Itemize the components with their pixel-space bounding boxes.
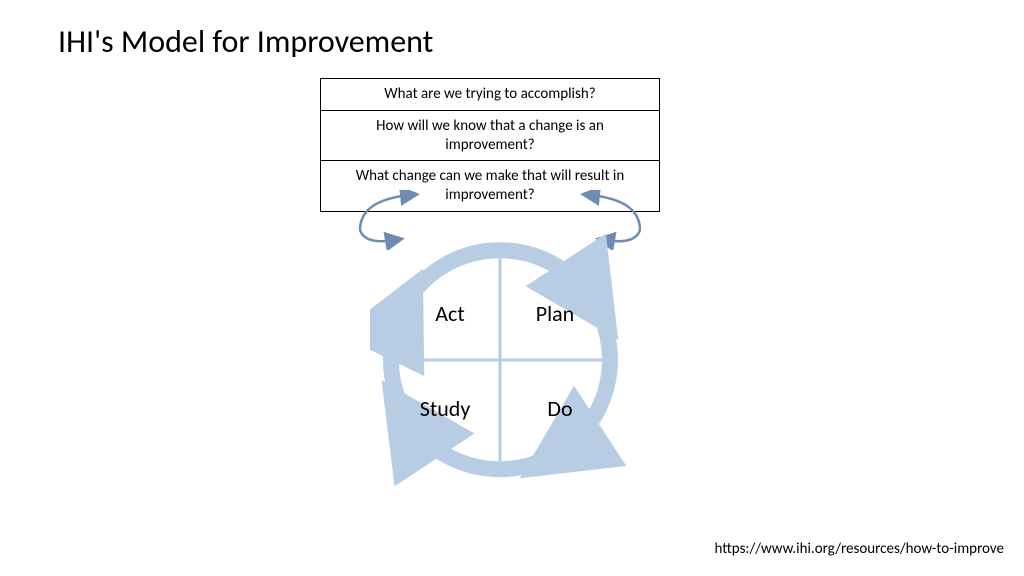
question-2: How will we know that a change is an imp…	[321, 111, 659, 162]
quadrant-plan-label: Plan	[515, 300, 595, 327]
source-url: https://www.ihi.org/resources/how-to-imp…	[715, 540, 1005, 558]
question-1: What are we trying to accomplish?	[321, 79, 659, 111]
quadrant-do-label: Do	[520, 395, 600, 422]
quadrant-study-label: Study	[405, 395, 485, 422]
pdsa-cycle: Act Plan Study Do	[370, 230, 630, 490]
page-title: IHI's Model for Improvement	[58, 22, 433, 61]
quadrant-act-label: Act	[410, 300, 490, 327]
cycle-svg-icon	[370, 230, 630, 490]
